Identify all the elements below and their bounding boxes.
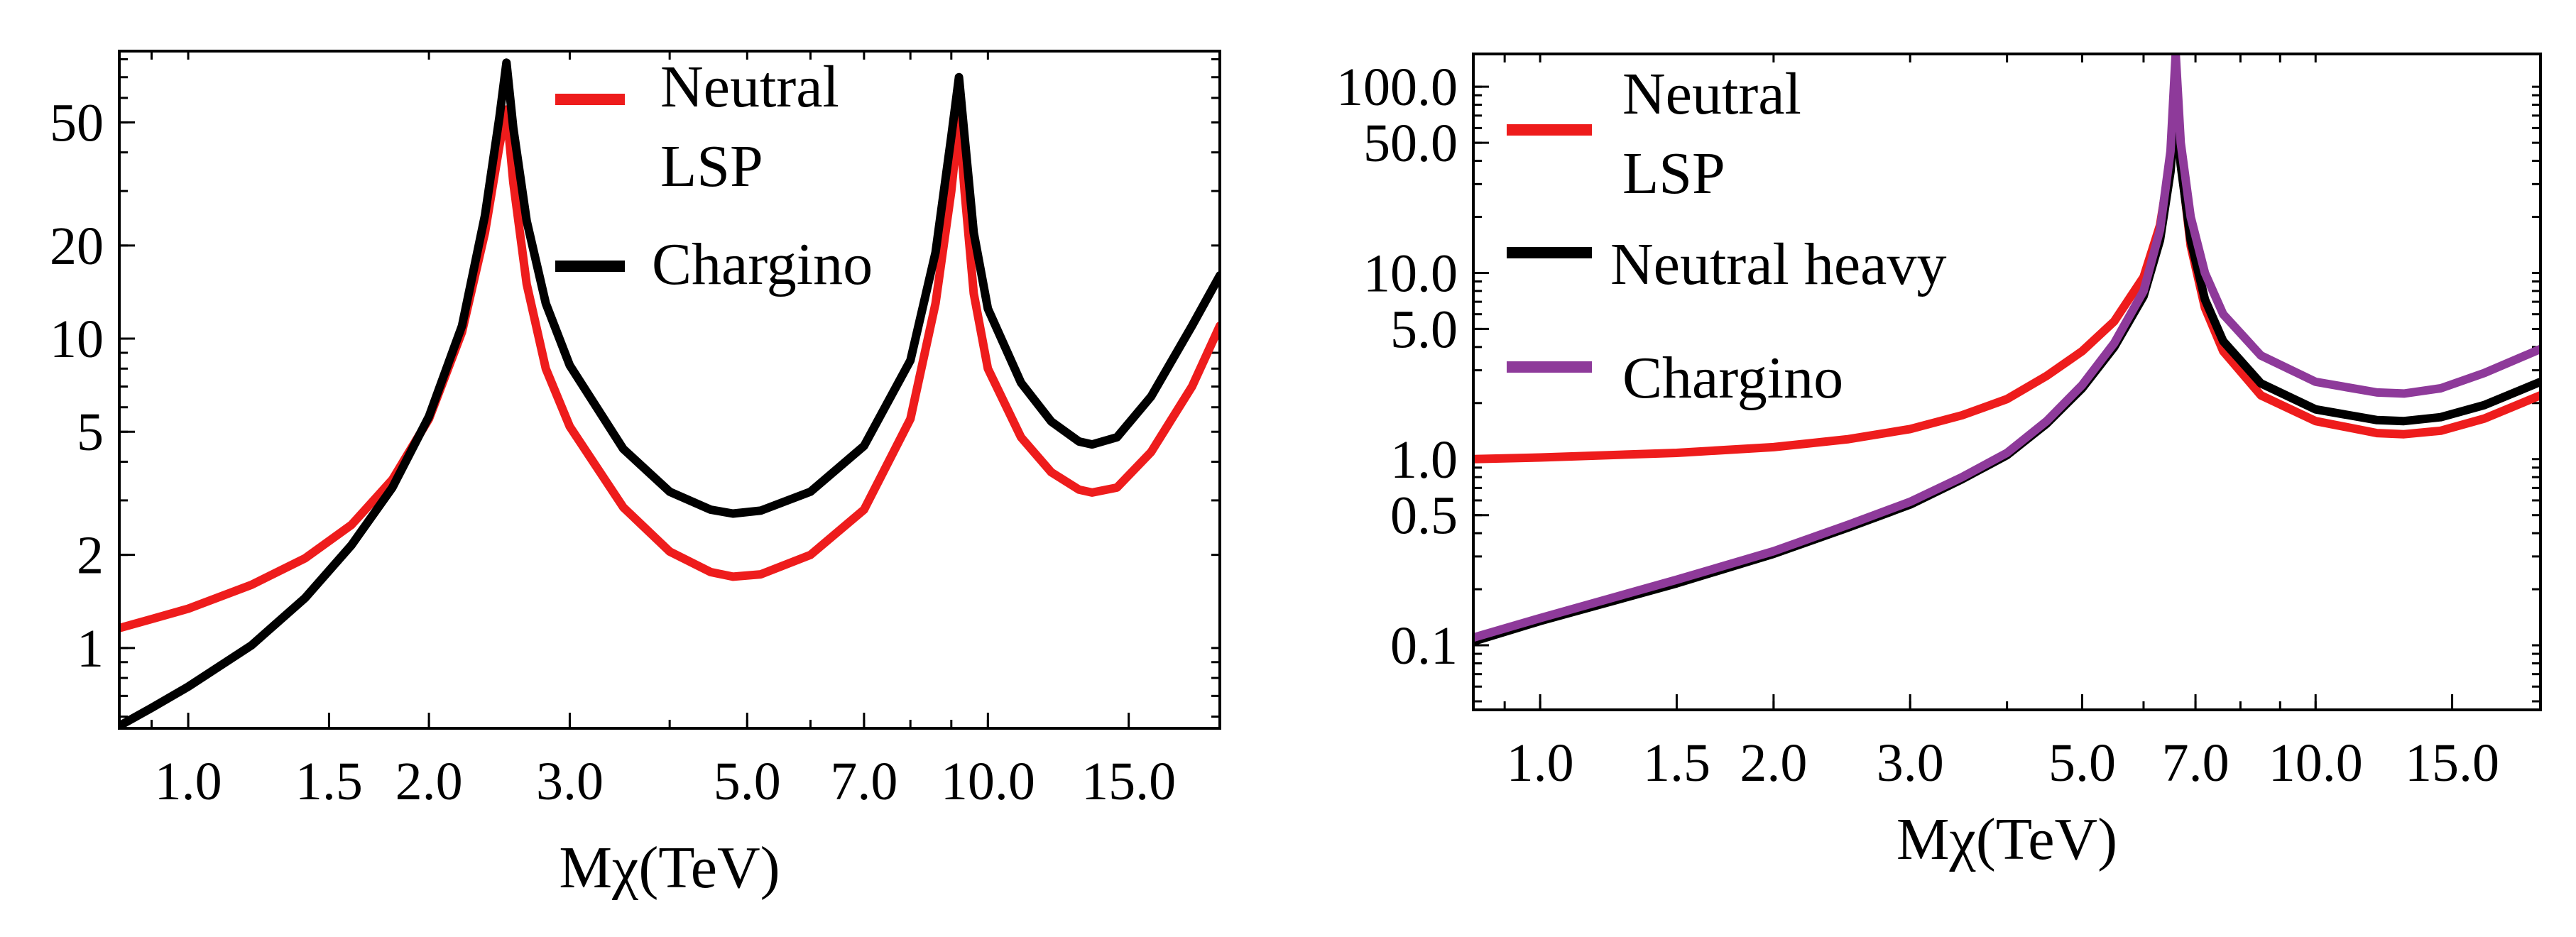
legend-label-neutral-heavy: Neutral heavy: [1610, 231, 1946, 297]
y-tick-label-20: 20: [50, 217, 104, 276]
x-tick-label-15-0: 15.0: [2405, 733, 2499, 793]
x-tick-label-2-0: 2.0: [1740, 733, 1807, 793]
series-line-chargino: [1473, 54, 2540, 642]
x-tick-label-10-0: 10.0: [2269, 733, 2363, 793]
legend-label-neutral-lsp: Neutral LSP: [660, 54, 839, 199]
x-axis-title: Mχ(TeV): [1896, 806, 2117, 872]
x-tick-label-5-0: 5.0: [714, 752, 781, 811]
series-group: [119, 58, 1220, 728]
x-tick-label-7-0: 7.0: [830, 752, 897, 811]
y-tick-label-1-0: 1.0: [1390, 430, 1458, 490]
x-tick-label-1-0: 1.0: [1507, 733, 1574, 793]
series-line-chargino: [119, 58, 1220, 728]
y-tick-label-50-0: 50.0: [1363, 114, 1458, 173]
y-tick-label-5: 5: [77, 402, 104, 462]
legend-label-chargino: Chargino: [652, 231, 873, 297]
y-tick-label-10: 10: [50, 309, 104, 369]
y-tick-label-100-0: 100.0: [1336, 57, 1458, 117]
y-tick-label-50: 50: [50, 93, 104, 153]
x-tick-label-2-0: 2.0: [395, 752, 463, 811]
y-tick-label-0-5: 0.5: [1390, 486, 1458, 546]
x-tick-label-15-0: 15.0: [1081, 752, 1176, 811]
x-tick-label-5-0: 5.0: [2048, 733, 2116, 793]
plot-frame: [118, 50, 1221, 730]
legend-label-neutral-lsp: Neutral LSP: [1622, 61, 1801, 207]
plot-frame: [1472, 53, 2542, 711]
y-tick-label-5-0: 5.0: [1390, 300, 1458, 359]
x-tick-label-7-0: 7.0: [2162, 733, 2230, 793]
legend-label-chargino: Chargino: [1622, 345, 1843, 411]
y-tick-label-10-0: 10.0: [1363, 243, 1458, 303]
y-tick-label-2: 2: [77, 526, 104, 586]
series-group: [1473, 54, 2540, 646]
x-tick-label-10-0: 10.0: [941, 752, 1035, 811]
x-tick-label-1-5: 1.5: [295, 752, 363, 811]
x-tick-label-3-0: 3.0: [536, 752, 604, 811]
y-tick-label-0-1: 0.1: [1390, 616, 1458, 676]
x-axis-title: Mχ(TeV): [559, 835, 780, 901]
x-tick-label-1-0: 1.0: [155, 752, 222, 811]
left-chart-panel: 1.0 1.5 2.0 3.0 5.0 7.0 10.0 15.0 1 2 5 10 20 50 Mχ(Te…: [50, 50, 1221, 901]
right-chart-panel: 1.0 1.5 2.0 3.0 5.0 7.0 10.0 15.00.10.51.05.010…: [1336, 53, 2542, 872]
y-tick-label-1: 1: [77, 619, 104, 679]
x-tick-label-1-5: 1.5: [1643, 733, 1710, 793]
x-tick-label-3-0: 3.0: [1877, 733, 1944, 793]
